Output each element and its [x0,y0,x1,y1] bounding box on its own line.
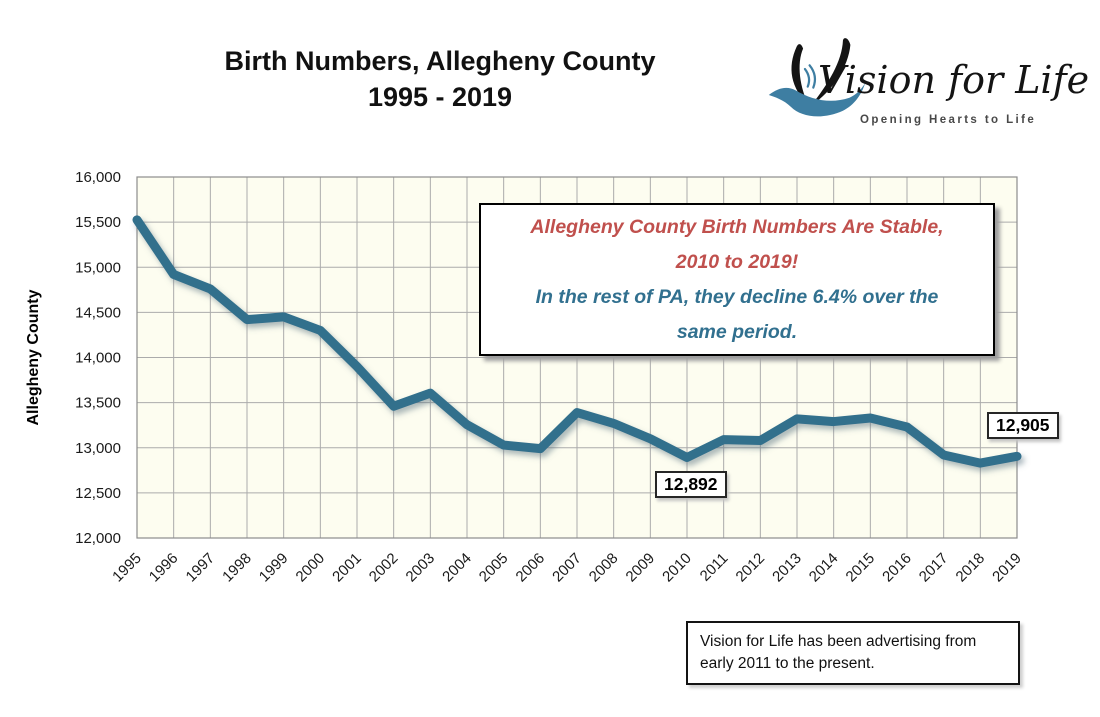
title-line-2: 1995 - 2019 [367,81,513,112]
callout-red-line-1: Allegheny County Birth Numbers Are Stabl… [530,216,944,238]
logo-wordmark: Vision for Life [818,58,1090,102]
svg-text:12,500: 12,500 [75,485,121,502]
svg-text:12,000: 12,000 [75,530,121,547]
svg-text:2010: 2010 [659,550,695,586]
footnote-line-2: early 2011 to the present. [700,655,875,672]
svg-text:2003: 2003 [403,550,439,586]
svg-text:15,000: 15,000 [75,259,121,276]
svg-text:13,500: 13,500 [75,395,121,412]
dove-icon [768,38,866,117]
svg-text:1998: 1998 [219,550,255,586]
svg-text:2018: 2018 [953,550,989,586]
svg-text:2000: 2000 [293,550,329,586]
svg-text:14,500: 14,500 [75,304,121,321]
svg-text:2001: 2001 [329,550,365,586]
title-line-1: Birth Numbers, Allegheny County [224,46,656,76]
svg-text:2011: 2011 [697,550,732,585]
data-label-2010: 12,892 [655,471,727,498]
svg-text:2016: 2016 [879,550,915,586]
svg-text:Allegheny County: Allegheny County [25,289,42,425]
svg-text:2013: 2013 [769,550,805,586]
svg-text:14,000: 14,000 [75,350,121,367]
svg-text:2005: 2005 [476,550,512,586]
footnote-box: Vision for Life has been advertising fro… [686,621,1020,685]
svg-text:15,500: 15,500 [75,214,121,231]
logo-tagline: Opening Hearts to Life [860,114,1037,126]
svg-text:16,000: 16,000 [75,169,121,186]
svg-text:2015: 2015 [843,550,879,586]
svg-text:2004: 2004 [439,550,475,586]
svg-text:2017: 2017 [916,550,952,586]
callout-red-line-2: 2010 to 2019! [675,251,799,273]
page-title: Birth Numbers, Allegheny County 1995 - 2… [120,44,760,115]
svg-text:2002: 2002 [366,550,402,586]
callout-blue-line-2: same period. [676,321,798,343]
footnote-line-1: Vision for Life has been advertising fro… [700,633,977,650]
svg-text:1999: 1999 [256,550,292,586]
birth-numbers-line-chart: 12,000 12,500 13,000 13,500 14,000 14,500 15,0… [25,169,1025,586]
svg-text:2014: 2014 [806,550,842,586]
svg-text:2008: 2008 [586,550,622,586]
vision-for-life-logo: Vision for Life Opening Hearts to Life [758,34,1089,136]
svg-text:1995: 1995 [109,550,145,586]
svg-text:2009: 2009 [623,550,659,586]
svg-text:2012: 2012 [733,550,769,586]
svg-text:2019: 2019 [989,550,1025,586]
data-label-2019: 12,905 [987,412,1059,439]
callout-box: Allegheny County Birth Numbers Are Stabl… [479,203,995,356]
svg-text:1997: 1997 [183,550,219,586]
svg-text:2006: 2006 [513,550,549,586]
svg-text:13,000: 13,000 [75,440,121,457]
svg-text:2007: 2007 [549,550,585,586]
callout-blue-line-1: In the rest of PA, they decline 6.4% ove… [535,286,939,308]
svg-text:1996: 1996 [146,550,182,586]
